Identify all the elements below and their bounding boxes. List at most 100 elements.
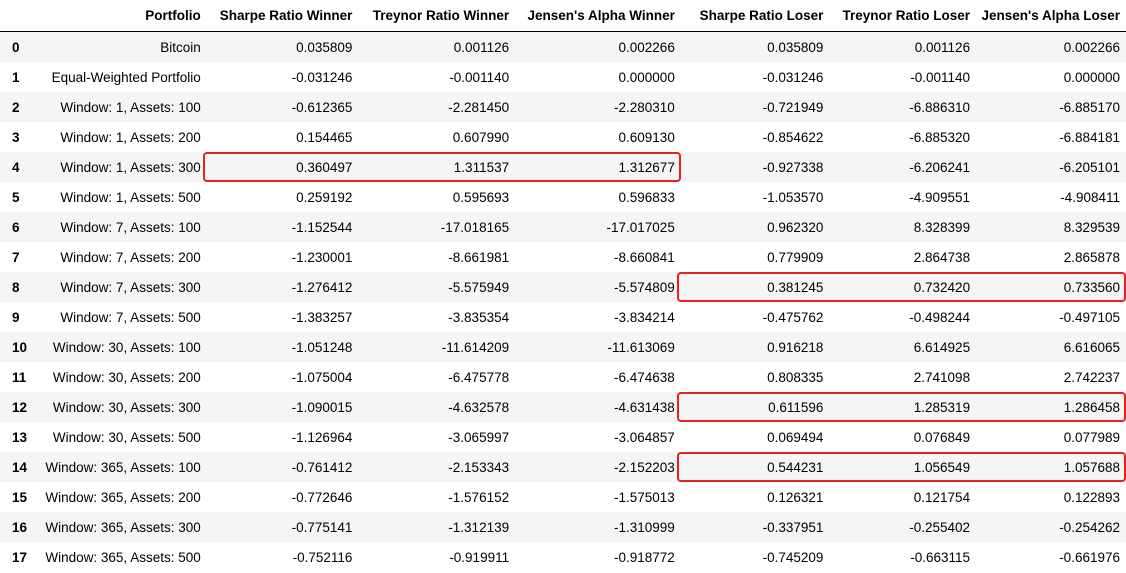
sharpe-loser-cell: -1.053570: [762, 189, 824, 205]
jensen-winner-cell: -5.574809: [614, 279, 675, 295]
treynor-loser-cell: 8.328399: [913, 219, 971, 235]
portfolio-cell: Window: 30, Assets: 200: [52, 369, 201, 385]
treynor-winner-cell: 1.311537: [453, 159, 510, 175]
column-header-jensen-loser: Jensen's Alpha Loser: [976, 0, 1126, 32]
row-index: 12: [12, 399, 28, 415]
portfolio-cell: Window: 7, Assets: 100: [60, 219, 201, 235]
jensen-loser-cell: 1.057688: [1063, 459, 1120, 475]
sharpe-loser-cell: -0.745209: [762, 549, 824, 565]
table-row: 13 Window: 30, Assets: 500 -1.126964 -3.065…: [0, 422, 1126, 452]
jensen-winner-cell: -17.017025: [606, 219, 675, 235]
sharpe-winner-cell: -1.230001: [291, 249, 353, 265]
portfolio-cell: Window: 7, Assets: 200: [60, 249, 201, 265]
row-index: 10: [12, 339, 28, 355]
sharpe-winner-cell: -1.090015: [291, 399, 353, 415]
sharpe-winner-cell: -1.383257: [291, 309, 353, 325]
treynor-winner-cell: -3.835354: [448, 309, 510, 325]
portfolio-cell: Window: 1, Assets: 300: [60, 159, 201, 175]
table-row: 8 Window: 7, Assets: 300 -1.276412 -5.57594…: [0, 272, 1126, 302]
column-header-treynor-loser: Treynor Ratio Loser: [829, 0, 977, 32]
sharpe-winner-cell: -1.075004: [291, 369, 353, 385]
sharpe-loser-cell: -0.475762: [762, 309, 824, 325]
column-header-index: [0, 0, 34, 32]
treynor-winner-cell: -2.281450: [448, 99, 510, 115]
jensen-winner-cell: -11.613069: [607, 339, 675, 355]
sharpe-loser-cell: -0.337951: [762, 519, 824, 535]
portfolio-cell: Window: 7, Assets: 300: [60, 279, 201, 295]
column-header-sharpe-loser: Sharpe Ratio Loser: [680, 0, 830, 32]
portfolio-cell: Window: 1, Assets: 200: [60, 129, 201, 145]
table-row: 14 Window: 365, Assets: 100 -0.761412 -2.15…: [0, 452, 1126, 482]
portfolio-cell: Window: 1, Assets: 100: [60, 99, 201, 115]
jensen-winner-cell: -3.064857: [614, 429, 675, 445]
sharpe-winner-cell: -1.152544: [291, 219, 353, 235]
sharpe-winner-cell: -1.276412: [291, 279, 353, 295]
treynor-loser-cell: 2.864738: [913, 249, 971, 265]
sharpe-winner-cell: -1.126964: [291, 429, 353, 445]
row-index: 7: [12, 249, 20, 265]
treynor-loser-cell: -0.255402: [909, 519, 971, 535]
treynor-loser-cell: -0.663115: [910, 549, 971, 565]
sharpe-loser-cell: 0.916218: [767, 339, 824, 355]
table-row: 17 Window: 365, Assets: 500 -0.752116 -0.91…: [0, 542, 1126, 572]
treynor-winner-cell: -3.065997: [448, 429, 510, 445]
table-row: 0 Bitcoin 0.035809 0.001126 0.002266 0.035809…: [0, 31, 1126, 62]
portfolio-cell: Window: 365, Assets: 300: [45, 519, 201, 535]
row-index: 11: [12, 369, 27, 385]
treynor-loser-cell: 0.732420: [913, 279, 971, 295]
sharpe-loser-cell: -0.031246: [762, 69, 824, 85]
jensen-winner-cell: -3.834214: [614, 309, 675, 325]
sharpe-winner-cell: -0.772646: [291, 489, 353, 505]
sharpe-winner-cell: -0.761412: [291, 459, 353, 475]
treynor-loser-cell: 0.001126: [914, 39, 971, 55]
table-row: 6 Window: 7, Assets: 100 -1.152544 -17.0181…: [0, 212, 1126, 242]
sharpe-winner-cell: -1.051248: [291, 339, 353, 355]
jensen-winner-cell: -1.310999: [614, 519, 675, 535]
jensen-winner-cell: -0.918772: [614, 549, 675, 565]
treynor-winner-cell: 0.001126: [453, 39, 510, 55]
jensen-winner-cell: -2.280310: [614, 99, 675, 115]
row-index: 14: [12, 459, 28, 475]
table-row: 10 Window: 30, Assets: 100 -1.051248 -11.61…: [0, 332, 1126, 362]
sharpe-loser-cell: 0.808335: [767, 369, 824, 385]
treynor-winner-cell: -6.475778: [448, 369, 510, 385]
treynor-winner-cell: -0.919911: [449, 549, 510, 565]
treynor-winner-cell: 0.595693: [452, 189, 510, 205]
sharpe-loser-cell: 0.035809: [767, 39, 824, 55]
sharpe-loser-cell: -0.721949: [762, 99, 824, 115]
sharpe-winner-cell: 0.259192: [296, 189, 353, 205]
table-row: 2 Window: 1, Assets: 100 -0.612365 -2.28145…: [0, 92, 1126, 122]
jensen-loser-cell: -6.205101: [1059, 159, 1120, 175]
header-row: Portfolio Sharpe Ratio Winner Treynor Ra…: [0, 0, 1126, 32]
jensen-winner-cell: -4.631438: [614, 399, 675, 415]
portfolio-cell: Window: 365, Assets: 200: [45, 489, 201, 505]
row-index: 4: [12, 159, 20, 175]
jensen-loser-cell: 0.733560: [1063, 279, 1120, 295]
table-row: 4 Window: 1, Assets: 300 0.360497 1.311537 1…: [0, 152, 1126, 182]
sharpe-winner-cell: -0.752116: [292, 549, 353, 565]
jensen-winner-cell: -8.660841: [614, 249, 675, 265]
portfolio-cell: Equal-Weighted Portfolio: [51, 69, 201, 85]
row-index: 15: [12, 489, 28, 505]
sharpe-loser-cell: 0.381245: [767, 279, 824, 295]
column-header-jensen-winner: Jensen's Alpha Winner: [515, 0, 681, 32]
jensen-loser-cell: 2.865878: [1063, 249, 1120, 265]
portfolio-cell: Window: 365, Assets: 100: [45, 459, 201, 475]
row-index: 6: [12, 219, 20, 235]
jensen-winner-cell: 1.312677: [618, 159, 675, 175]
treynor-loser-cell: 1.056549: [913, 459, 971, 475]
table-row: 16 Window: 365, Assets: 300 -0.775141 -1.31…: [0, 512, 1126, 542]
treynor-winner-cell: -4.632578: [448, 399, 510, 415]
treynor-winner-cell: -17.018165: [440, 219, 510, 235]
treynor-loser-cell: 1.285319: [913, 399, 971, 415]
sharpe-loser-cell: -0.927338: [762, 159, 824, 175]
portfolio-cell: Window: 1, Assets: 500: [60, 189, 201, 205]
row-index: 17: [12, 549, 28, 565]
column-header-sharpe-winner: Sharpe Ratio Winner: [206, 0, 359, 32]
jensen-winner-cell: 0.596833: [618, 189, 675, 205]
jensen-winner-cell: 0.002266: [618, 39, 675, 55]
jensen-loser-cell: 8.329539: [1063, 219, 1120, 235]
jensen-loser-cell: 2.742237: [1063, 369, 1120, 385]
portfolio-cell: Window: 30, Assets: 300: [52, 399, 201, 415]
table-row: 12 Window: 30, Assets: 300 -1.090015 -4.632…: [0, 392, 1126, 422]
